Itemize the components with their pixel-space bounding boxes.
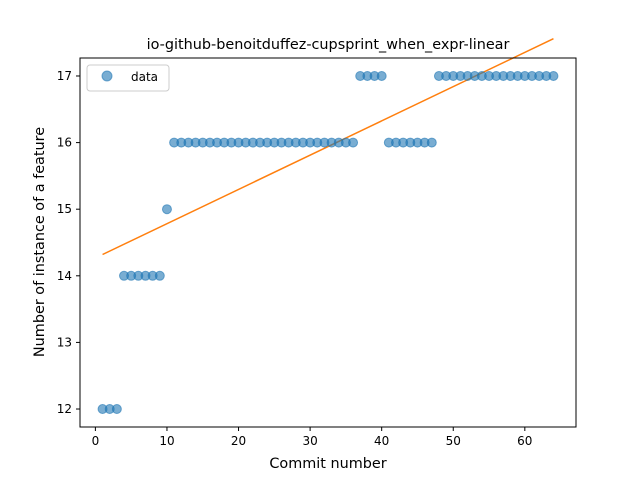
y-tick-label: 12 (57, 402, 72, 416)
y-axis-label: Number of instance of a feature (32, 127, 48, 357)
plot-area (80, 58, 576, 427)
data-point (426, 137, 437, 148)
x-tick-label: 0 (92, 434, 100, 448)
legend-label: data (131, 70, 158, 84)
chart-title: io-github-benoitduffez-cupsprint_when_ex… (147, 37, 510, 53)
y-tick-label: 16 (57, 136, 72, 150)
legend-marker (101, 70, 113, 82)
y-tick-label: 14 (57, 269, 72, 283)
x-axis-label: Commit number (269, 456, 386, 472)
x-tick-label: 40 (374, 434, 389, 448)
x-tick-label: 60 (517, 434, 532, 448)
y-tick-label: 13 (57, 335, 72, 349)
y-axis-ticks: 12 13 14 15 16 17 (57, 69, 80, 416)
data-point (154, 270, 165, 281)
data-point (348, 137, 359, 148)
data-point (161, 204, 172, 215)
x-tick-label: 50 (446, 434, 461, 448)
y-tick-label: 17 (57, 69, 72, 83)
data-point (376, 70, 387, 81)
x-axis-ticks: 0 10 20 30 40 50 60 (92, 427, 532, 448)
data-point (548, 70, 559, 81)
x-tick-label: 30 (302, 434, 317, 448)
plot-frame (79, 57, 577, 428)
data-points-layer (97, 70, 559, 415)
data-point (111, 404, 122, 415)
legend: data (86, 64, 170, 92)
x-tick-label: 20 (231, 434, 246, 448)
y-tick-label: 15 (57, 202, 72, 216)
x-tick-label: 10 (159, 434, 174, 448)
